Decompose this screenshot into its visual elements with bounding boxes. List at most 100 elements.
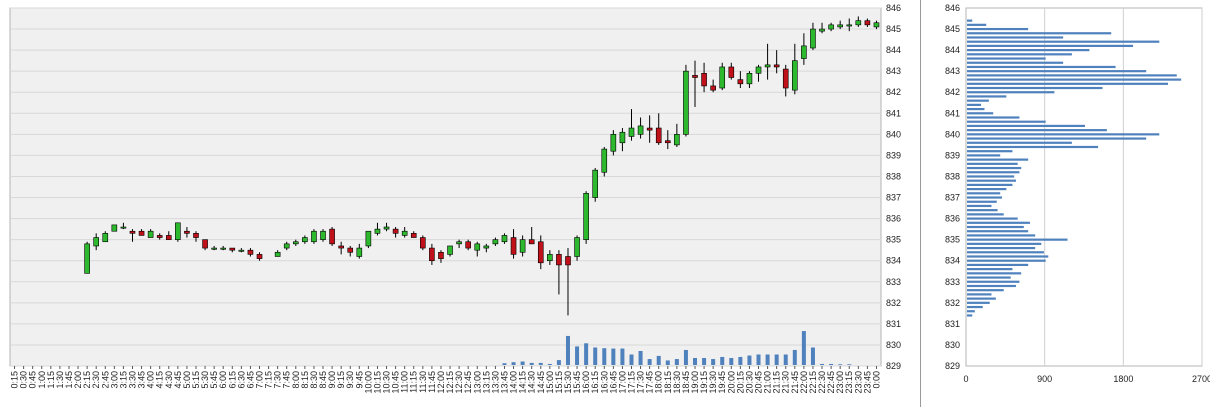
profile-price-label: 831 (945, 319, 960, 329)
time-tick-label: 11:30 (418, 371, 428, 393)
profile-bar (967, 86, 1103, 90)
profile-bar (967, 133, 1160, 136)
profile-bar (967, 40, 1160, 43)
profile-bar (967, 120, 1046, 123)
time-tick-label: 21:30 (781, 371, 791, 394)
time-tick-label: 6:30 (236, 371, 246, 389)
candle-body (156, 235, 163, 238)
candle-body (247, 249, 254, 255)
candle-body (547, 254, 553, 262)
profile-bar (967, 99, 989, 102)
profile-bar (967, 36, 1064, 39)
candle-body (601, 148, 608, 173)
profile-bar (967, 150, 1013, 153)
profile-price-label: 839 (945, 150, 960, 160)
profile-price-label: 842 (945, 87, 960, 97)
candle-body (438, 251, 444, 259)
candle-body (664, 140, 671, 144)
profile-bar (967, 192, 1001, 195)
price-tick-label: 831 (886, 319, 901, 329)
candle-body (583, 193, 589, 240)
volume-bar (756, 354, 761, 365)
profile-bar (967, 259, 1046, 262)
plot-area (9, 7, 882, 367)
candle-body (474, 243, 481, 251)
profile-bar (967, 268, 1013, 271)
time-tick-label: 6:00 (218, 371, 228, 389)
candle-body (175, 222, 181, 240)
time-tick-label: 17:00 (617, 371, 627, 394)
profile-bar (967, 221, 1030, 224)
profile-bar (967, 129, 1107, 132)
candle-body (229, 247, 236, 251)
price-tick-label: 839 (886, 150, 901, 160)
candle-body (792, 60, 798, 91)
price-tick-label: 829 (886, 361, 901, 371)
volume-bar (611, 348, 616, 365)
profile-bar (967, 49, 1090, 52)
time-tick-label: 23:15 (844, 371, 854, 394)
price-tick-label: 845 (886, 24, 901, 34)
profile-bar (967, 70, 1147, 73)
profile-bar (967, 27, 1029, 31)
price-tick-label: 835 (886, 235, 901, 245)
profile-bar (967, 196, 1002, 199)
profile-bar (967, 284, 1016, 288)
time-tick-label: 19:45 (717, 371, 727, 394)
candle-body (256, 254, 263, 259)
time-tick-label: 16:15 (590, 371, 600, 394)
candle-body (147, 230, 154, 238)
profile-bar (967, 310, 975, 313)
candle-body (864, 20, 871, 26)
candle-body (347, 247, 354, 253)
candlestick-chart: 829 830 831 832 833 834 835 836 837 838 839 840 841 8… (9, 3, 901, 394)
candle-body (565, 256, 571, 266)
volume-bar (593, 347, 598, 365)
candle-body (574, 237, 580, 257)
profile-bar (967, 74, 1177, 77)
time-tick-label: 7:30 (273, 371, 283, 389)
profile-volume-label: 900 (1037, 374, 1052, 384)
time-tick-label: 3:15 (118, 371, 128, 389)
time-tick-label: 1:45 (64, 371, 74, 389)
time-tick-label: 5:00 (182, 371, 192, 389)
time-tick-label: 0:30 (19, 371, 29, 389)
price-tick-label: 830 (886, 340, 901, 350)
price-tick-label: 838 (886, 171, 901, 181)
time-tick-label: 14:45 (536, 371, 546, 394)
volume-bar (520, 361, 525, 365)
profile-bar (967, 107, 985, 111)
profile-price-label: 832 (945, 298, 960, 308)
candle-body (692, 75, 698, 78)
time-tick-label: 7:45 (282, 371, 292, 389)
price-tick-label: 843 (886, 66, 901, 76)
candle-body (519, 239, 526, 253)
time-tick-label: 9:45 (354, 371, 364, 389)
time-tick-label: 11:45 (427, 371, 437, 393)
profile-bar (967, 61, 1064, 64)
time-tick-label: 0:15 (10, 371, 20, 389)
profile-bar (967, 91, 1055, 94)
time-tick-label: 4:00 (146, 371, 156, 389)
profile-bar (967, 204, 992, 208)
volume-bar (702, 358, 707, 365)
profile-bar (967, 95, 1007, 98)
profile-bar (967, 297, 996, 300)
time-tick-label: 18:30 (672, 371, 682, 394)
time-tick-label: 20:15 (735, 371, 745, 394)
time-tick-label: 7:00 (255, 371, 265, 389)
time-tick-label: 22:30 (817, 371, 827, 394)
candle-body (356, 247, 363, 257)
candle-body (746, 72, 753, 85)
time-tick-label: 16:00 (581, 371, 591, 394)
time-tick-label: 23:45 (862, 371, 872, 394)
time-tick-label: 12:45 (463, 371, 473, 394)
volume-bar (511, 362, 516, 365)
time-tick-label: 0:00 (871, 371, 881, 389)
time-tick-label: 11:00 (400, 371, 410, 393)
volume-bar (829, 363, 834, 365)
time-tick-label: 4:15 (155, 371, 165, 389)
candle-body (801, 45, 807, 59)
profile-bar (967, 280, 1020, 283)
volume-bar (674, 359, 679, 365)
